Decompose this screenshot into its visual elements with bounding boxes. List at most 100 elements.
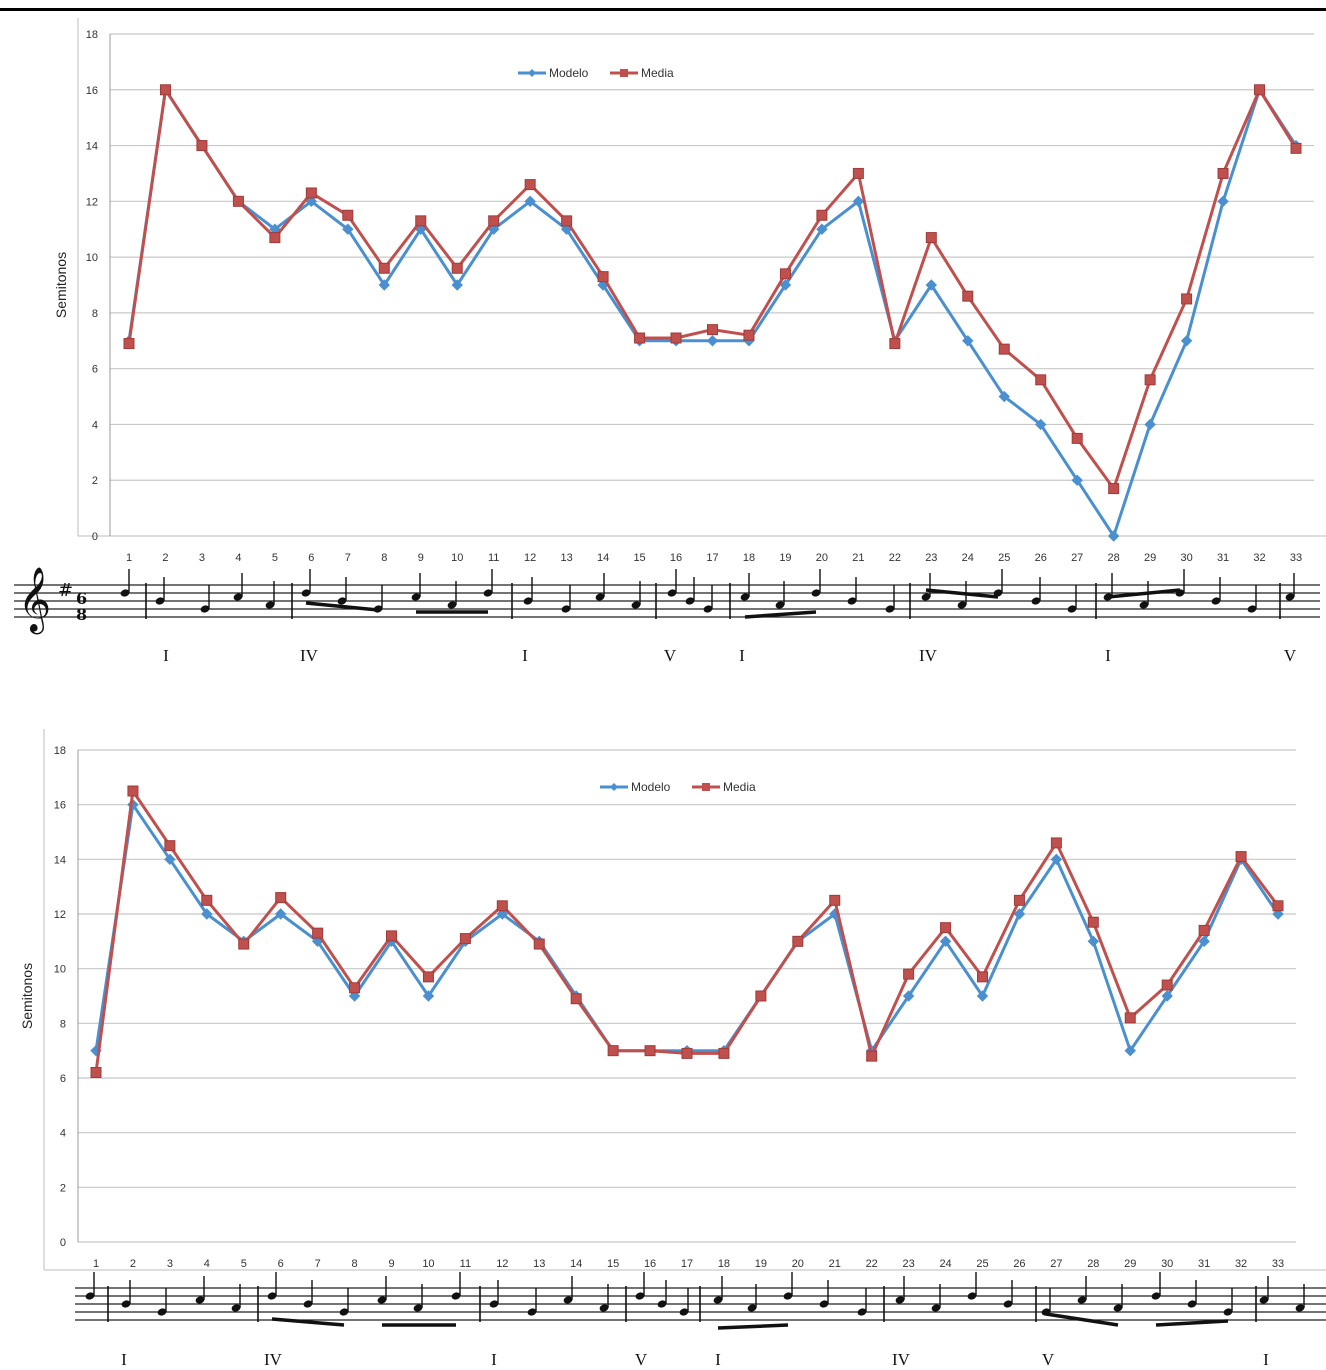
note-head [265, 601, 275, 609]
point-media [1161, 979, 1173, 991]
y-tick-label: 6 [60, 1073, 66, 1085]
x-tick-label: 10 [451, 552, 463, 564]
music-staff [75, 1272, 1326, 1330]
x-tick-label: 10 [422, 1258, 434, 1270]
legend-label-media: Media [641, 66, 674, 80]
note-head [483, 589, 493, 597]
x-tick-label: 21 [852, 552, 864, 564]
point-media [415, 215, 427, 227]
harmony-label: IV [264, 1350, 283, 1369]
point-media [561, 215, 573, 227]
point-media [1108, 483, 1120, 495]
series-line-media [127, 88, 1298, 491]
note-head [303, 1300, 313, 1308]
note-head [931, 1304, 941, 1312]
x-tick-label: 28 [1087, 1258, 1099, 1270]
x-tick-label: 6 [278, 1258, 284, 1270]
point-modelo [962, 335, 974, 347]
x-tick-label: 16 [644, 1258, 656, 1270]
y-tick-label: 4 [92, 419, 98, 431]
note-head [195, 1296, 205, 1304]
point-media [597, 271, 609, 283]
note-head [451, 1292, 461, 1300]
y-tick-label: 12 [54, 909, 66, 921]
x-tick-label: 16 [670, 552, 682, 564]
point-media [743, 329, 755, 341]
legend-marker [620, 69, 628, 77]
y-tick-label: 18 [86, 29, 98, 41]
x-tick-label: 31 [1217, 552, 1229, 564]
note-head [747, 1304, 757, 1312]
x-tick-label: 29 [1124, 1258, 1136, 1270]
point-media [889, 338, 901, 350]
point-media [90, 1067, 102, 1079]
note-head [1187, 1300, 1197, 1308]
note-head [595, 593, 605, 601]
note-head [819, 1300, 829, 1308]
point-media [903, 968, 915, 980]
point-modelo [305, 195, 318, 208]
x-tick-label: 4 [204, 1258, 210, 1270]
point-media [232, 195, 244, 207]
harmony-label: V [1042, 1350, 1055, 1369]
x-tick-label: 18 [743, 552, 755, 564]
x-tick-label: 30 [1180, 552, 1192, 564]
y-tick-label: 16 [86, 85, 98, 97]
x-tick-label: 12 [496, 1258, 508, 1270]
point-media [496, 900, 508, 912]
note-head [267, 1292, 277, 1300]
point-modelo [348, 990, 361, 1002]
point-media [378, 262, 390, 274]
harmony-label: I [715, 1350, 721, 1369]
harmony-label: I [163, 646, 169, 665]
x-tick-label: 9 [418, 552, 424, 564]
note-beam [744, 610, 817, 619]
note-beam [1155, 1319, 1229, 1327]
point-media [1290, 142, 1302, 154]
x-tick-label: 15 [633, 552, 645, 564]
legend-marker [528, 69, 536, 77]
point-modelo [706, 335, 719, 347]
note-head [1211, 597, 1221, 605]
x-tick-label: 5 [241, 1258, 247, 1270]
point-modelo [998, 390, 1010, 403]
point-media [1087, 916, 1099, 928]
y-tick-label: 18 [54, 745, 66, 757]
point-modelo [1198, 935, 1210, 948]
x-tick-label: 23 [925, 552, 937, 564]
harmony-label: V [635, 1350, 648, 1369]
note-head [1285, 593, 1295, 601]
point-modelo [902, 990, 915, 1002]
y-axis-label: Semitonos [19, 963, 35, 1029]
point-media [1217, 167, 1229, 179]
point-media [607, 1045, 619, 1057]
note-head [847, 597, 857, 605]
note-head [561, 605, 571, 613]
point-media [681, 1047, 693, 1059]
legend-label-media: Media [723, 780, 756, 794]
note-head [301, 589, 311, 597]
note-head [885, 605, 895, 613]
note-head [1113, 1304, 1123, 1312]
point-media [1235, 851, 1247, 863]
point-modelo [1071, 474, 1083, 486]
x-tick-label: 27 [1071, 552, 1083, 564]
note-head [679, 1308, 689, 1316]
x-tick-label: 28 [1108, 552, 1120, 564]
point-media [670, 332, 682, 344]
note-head [1151, 1292, 1161, 1300]
note-head [657, 1300, 667, 1308]
point-media [644, 1045, 656, 1057]
point-media [127, 785, 139, 797]
x-tick-label: 25 [998, 552, 1010, 564]
point-modelo [1144, 418, 1156, 431]
point-modelo [779, 279, 792, 291]
point-modelo [164, 853, 176, 866]
x-tick-label: 2 [130, 1258, 136, 1270]
x-tick-label: 3 [167, 1258, 173, 1270]
point-modelo [274, 908, 287, 920]
note-head [740, 593, 750, 601]
point-media [1050, 837, 1062, 849]
